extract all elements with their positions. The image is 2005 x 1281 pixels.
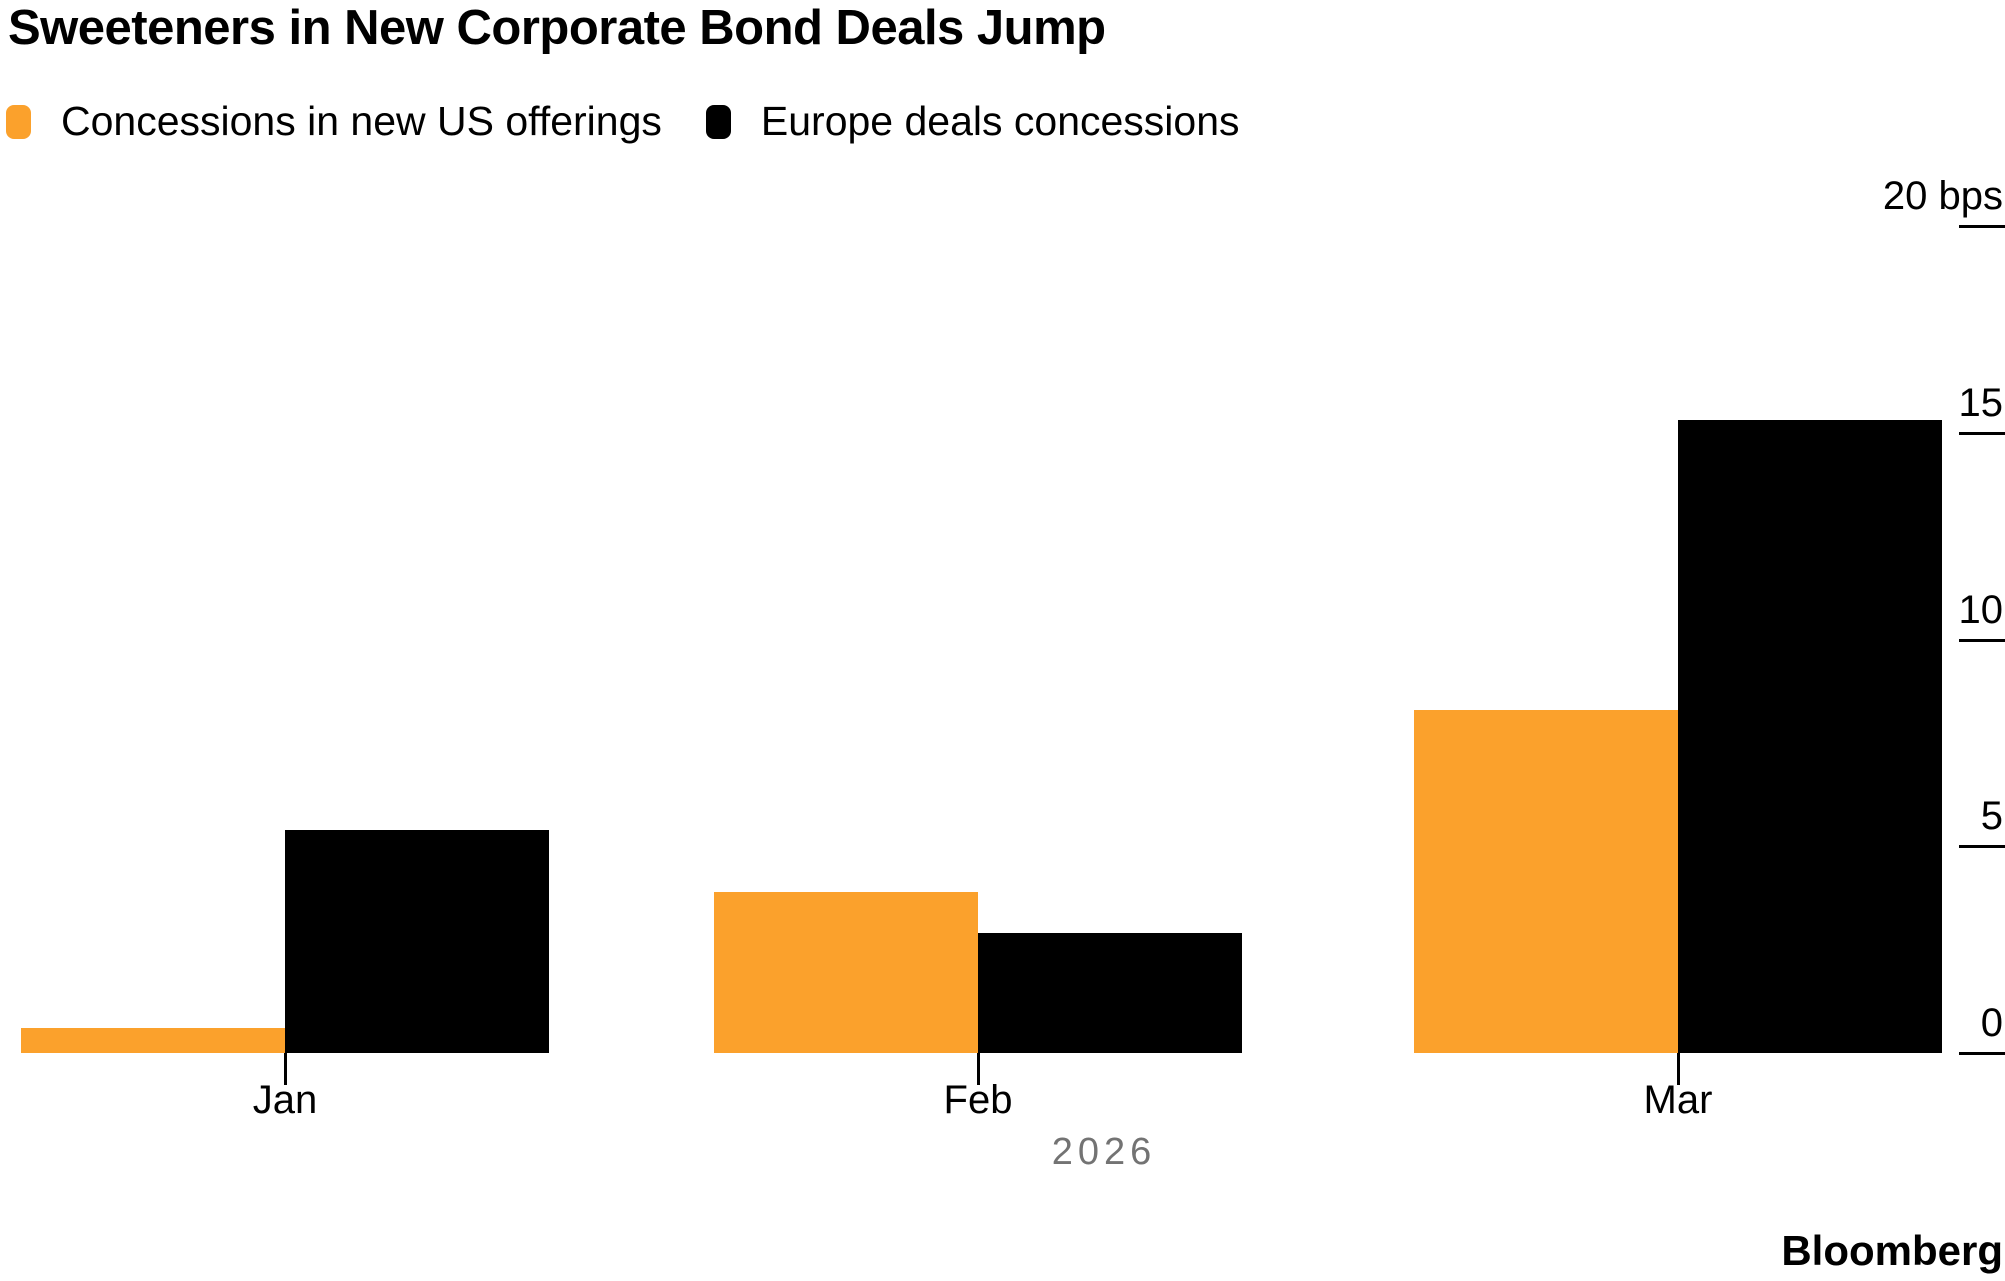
x-tick-jan: [284, 1053, 287, 1085]
y-tick-label-5: 5: [1980, 794, 2003, 839]
x-tick-label-feb: Feb: [943, 1078, 1013, 1122]
bar-us-jan: [21, 1028, 285, 1053]
bar-europe-jan: [285, 829, 549, 1053]
y-tick-label-15: 15: [1958, 380, 2004, 425]
bar-europe-feb: [978, 933, 1242, 1053]
y-tick-0: [1959, 1052, 2005, 1055]
y-tick-label-20: 20 bps: [1882, 174, 2003, 218]
legend-label-us: Concessions in new US offerings: [61, 98, 662, 144]
y-tick-label-0: 0: [1980, 1001, 2003, 1045]
legend-swatch-europe-icon: [705, 104, 731, 139]
y-tick-5: [1959, 845, 2005, 849]
legend-item-europe: Europe deals concessions: [705, 98, 1240, 145]
chart-title: Sweeteners in New Corporate Bond Deals J…: [8, 1, 1106, 55]
x-tick-label-mar: Mar: [1643, 1078, 1713, 1122]
legend-label-europe: Europe deals concessions: [760, 98, 1240, 144]
y-tick-10: [1959, 638, 2005, 642]
x-axis-year-label: 2026: [1051, 1131, 1157, 1173]
y-tick-20: [1959, 225, 2005, 228]
y-tick-15: [1959, 431, 2005, 435]
legend-swatch-us-icon: [6, 104, 31, 139]
bloomberg-credit: Bloomberg: [1781, 1227, 2003, 1274]
bar-europe-mar: [1678, 420, 1942, 1053]
legend: Concessions in new US offerings Europe d…: [6, 98, 1240, 145]
x-tick-label-jan: Jan: [252, 1078, 318, 1122]
legend-item-us: Concessions in new US offerings: [6, 98, 662, 145]
x-tick-feb: [977, 1053, 980, 1085]
x-tick-mar: [1677, 1053, 1680, 1085]
y-tick-label-10: 10: [1958, 587, 2004, 632]
bar-us-feb: [714, 891, 978, 1053]
bar-us-mar: [1414, 709, 1678, 1053]
